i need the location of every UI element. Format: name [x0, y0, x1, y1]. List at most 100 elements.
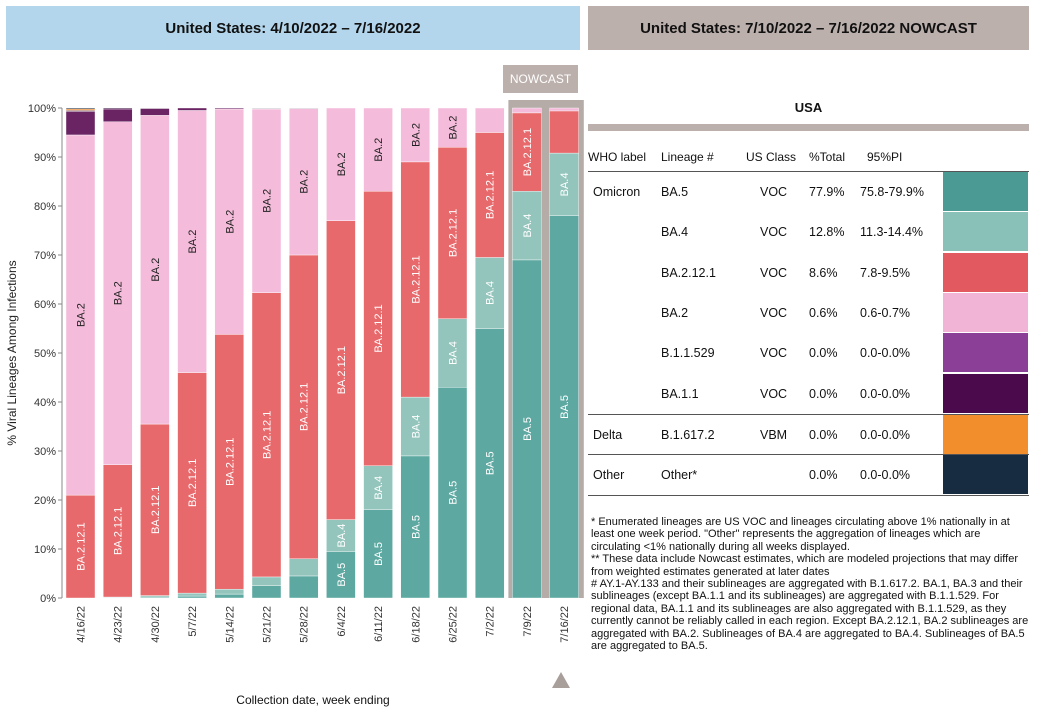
x-tick-label: 4/16/22 — [76, 606, 88, 643]
bar-segment — [326, 107, 356, 221]
bar-segment-label: BA.4 — [522, 214, 534, 238]
y-tick-label: 30% — [34, 446, 56, 458]
bar-segment — [65, 134, 96, 496]
bar-segment — [251, 107, 282, 109]
bar-segment — [437, 107, 468, 148]
bar-segment — [214, 108, 245, 335]
pi-cell: 0.0-0.0% — [860, 387, 911, 401]
bar-segment — [102, 464, 133, 598]
bar-segment-label: BA.2.12.1 — [448, 209, 460, 257]
y-tick-label: 70% — [34, 250, 56, 262]
us-class-cell: VOC — [760, 225, 788, 239]
lineage-color-swatch — [943, 333, 1028, 372]
bar-segment-label: BA.2.12.1 — [522, 128, 534, 176]
header-who-label: WHO label — [588, 150, 647, 164]
bar-segment — [140, 107, 170, 109]
bar-segment-label: BA.2.12.1 — [76, 522, 88, 570]
bar-segment — [326, 519, 356, 552]
lineage-cell: Other* — [661, 468, 698, 482]
bar-segment-label: BA.2.12.1 — [336, 346, 348, 394]
table-title-divider — [588, 124, 1029, 131]
bar-segment — [65, 108, 96, 111]
bar-segment-label: BA.4 — [448, 341, 460, 365]
x-tick-label: 6/18/22 — [410, 606, 422, 643]
bar-segment — [400, 396, 430, 457]
bar-segment-label: BA.2 — [336, 152, 348, 176]
bar-segment-label: BA.2 — [76, 303, 88, 327]
bar-segment — [549, 107, 579, 112]
us-class-cell: VBM — [760, 428, 788, 442]
bar-segment-label: BA.2 — [113, 281, 125, 305]
total-cell: 8.6% — [809, 266, 838, 280]
bar-segment — [102, 108, 133, 122]
bar-segment — [475, 132, 505, 258]
bar-segment-label: BA.2 — [410, 123, 422, 147]
bar-segment — [102, 107, 133, 110]
bar-segment-label: BA.5 — [373, 542, 385, 566]
bar-segment — [549, 215, 579, 599]
lineage-cell: BA.1.1 — [661, 387, 699, 401]
bar-segment — [289, 107, 319, 109]
nowcast-tag: NOWCAST — [503, 65, 578, 93]
bar-segment-label: BA.2.12.1 — [113, 507, 125, 555]
bar-segment-label: BA.2 — [373, 138, 385, 162]
bar-segment — [251, 292, 282, 578]
lineage-cell: BA.4 — [661, 225, 689, 239]
total-cell: 0.0% — [809, 346, 838, 360]
bar-segment — [214, 588, 245, 595]
bar-segment-label: BA.5 — [522, 417, 534, 441]
bar-segment-label: BA.2.12.1 — [410, 255, 422, 303]
bar-segment — [177, 110, 207, 373]
bar-segment — [140, 595, 170, 598]
bar-segment — [177, 592, 207, 597]
pi-cell: 11.3-14.4% — [860, 225, 924, 239]
footnotes: * Enumerated lineages are US VOC and lin… — [591, 516, 1031, 652]
x-tick-label: 5/21/22 — [262, 606, 274, 643]
nowcast-header: United States: 7/10/2022 – 7/16/2022 NOW… — [588, 6, 1029, 50]
bar-segment — [363, 191, 393, 466]
bar-segment-label: BA.4 — [485, 281, 497, 305]
lineage-color-swatch — [943, 293, 1028, 332]
lineage-color-swatch — [943, 212, 1028, 251]
bar-segment — [549, 110, 579, 154]
us-class-cell: VOC — [760, 306, 788, 320]
x-tick-label: 5/7/22 — [187, 606, 199, 637]
total-cell: 12.8% — [809, 225, 845, 239]
x-axis-label: Collection date, week ending — [236, 693, 390, 707]
bar-segment-label: BA.5 — [485, 451, 497, 475]
y-tick-label: 0% — [40, 593, 56, 605]
lineage-bar-chart: 0% 10% 20% 30% 40% 50% 60% 70% 80% 90% 100% % Viral… — [5, 100, 584, 643]
bar-segment-label: BA.2 — [224, 210, 236, 234]
bar-segment — [140, 108, 170, 116]
bar-segment — [400, 107, 430, 163]
x-tick-label: 7/9/22 — [522, 606, 534, 637]
x-tick-label: 6/25/22 — [448, 606, 460, 643]
lineage-color-swatch — [943, 415, 1028, 454]
bar-segment-label: BA.4 — [336, 524, 348, 548]
total-cell: 0.0% — [809, 428, 838, 442]
lineage-cell: B.1.617.2 — [661, 428, 715, 442]
bar-segment — [289, 254, 319, 559]
y-tick-label: 40% — [34, 397, 56, 409]
y-tick-label: 100% — [28, 103, 56, 115]
bar-segment — [214, 593, 245, 599]
bar-segment — [512, 259, 542, 599]
y-tick-label: 20% — [34, 495, 56, 507]
y-tick-label: 90% — [34, 152, 56, 164]
who-label-cell: Omicron — [593, 185, 641, 199]
bar-segment — [102, 121, 133, 465]
bar-segment-label: BA.2 — [299, 170, 311, 194]
footnote-nowcast: ** These data include Nowcast estimates,… — [591, 553, 1018, 578]
bar-segment — [400, 455, 430, 599]
bar-segment-label: BA.2.12.1 — [485, 171, 497, 219]
bar-segment — [289, 558, 319, 577]
pi-cell: 0.0-0.0% — [860, 346, 911, 360]
x-tick-label: 6/11/22 — [373, 606, 385, 642]
x-tick-label: 7/2/22 — [485, 606, 497, 637]
bar-segment-label: BA.4 — [410, 415, 422, 439]
bar-segment — [437, 318, 468, 388]
bar-segment-label: BA.2.12.1 — [224, 438, 236, 486]
bar-segment-label: BA.2 — [150, 258, 162, 282]
bar-segment — [437, 387, 468, 599]
lineage-color-swatch — [943, 172, 1028, 211]
